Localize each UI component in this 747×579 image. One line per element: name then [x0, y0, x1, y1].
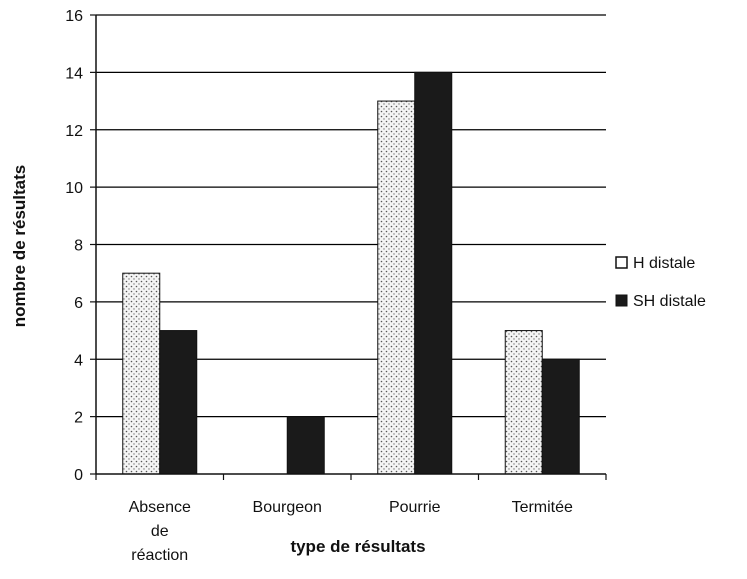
bar-sh-distale-2	[414, 71, 453, 475]
bar-sh-distale-0	[159, 330, 198, 475]
y-tick-label: 2	[74, 410, 83, 427]
x-category-labels: Absence de réaction Bourgeon Pourrie Termitée	[129, 499, 573, 564]
legend-label-h-distale: H distale	[633, 255, 695, 272]
y-tick-label: 10	[65, 180, 83, 197]
y-tick-label: 0	[74, 467, 83, 484]
y-tick-label: 16	[65, 8, 83, 25]
bars	[122, 71, 580, 475]
y-tick-labels: 0 2 4 6 8 10 12 14 16	[65, 8, 83, 484]
y-tick-label: 8	[74, 238, 83, 255]
legend-label-sh-distale: SH distale	[633, 293, 706, 310]
legend-swatch-h-distale	[615, 256, 628, 269]
x-category-label: Termitée	[512, 499, 573, 516]
bar-h-distale-3	[504, 330, 543, 475]
x-category-label: Absence	[129, 499, 191, 516]
legend: H distale SH distale	[615, 255, 706, 310]
y-tick-label: 12	[65, 123, 83, 140]
bar-sh-distale-3	[541, 358, 580, 475]
legend-swatch-sh-distale	[615, 294, 628, 307]
y-tick-label: 4	[74, 352, 83, 369]
bar-h-distale-0	[122, 272, 161, 475]
y-tick-label: 6	[74, 295, 83, 312]
y-tick-label: 14	[65, 65, 83, 82]
x-category-label: de	[151, 523, 169, 540]
x-category-label: Pourrie	[389, 499, 441, 516]
x-axis-title: type de résultats	[290, 537, 425, 556]
y-axis-title: nombre de résultats	[10, 165, 29, 328]
x-category-label: Bourgeon	[253, 499, 322, 516]
axes	[90, 14, 607, 480]
bar-sh-distale-1	[286, 416, 325, 475]
x-category-label: réaction	[131, 547, 188, 564]
bar-h-distale-2	[377, 100, 416, 475]
